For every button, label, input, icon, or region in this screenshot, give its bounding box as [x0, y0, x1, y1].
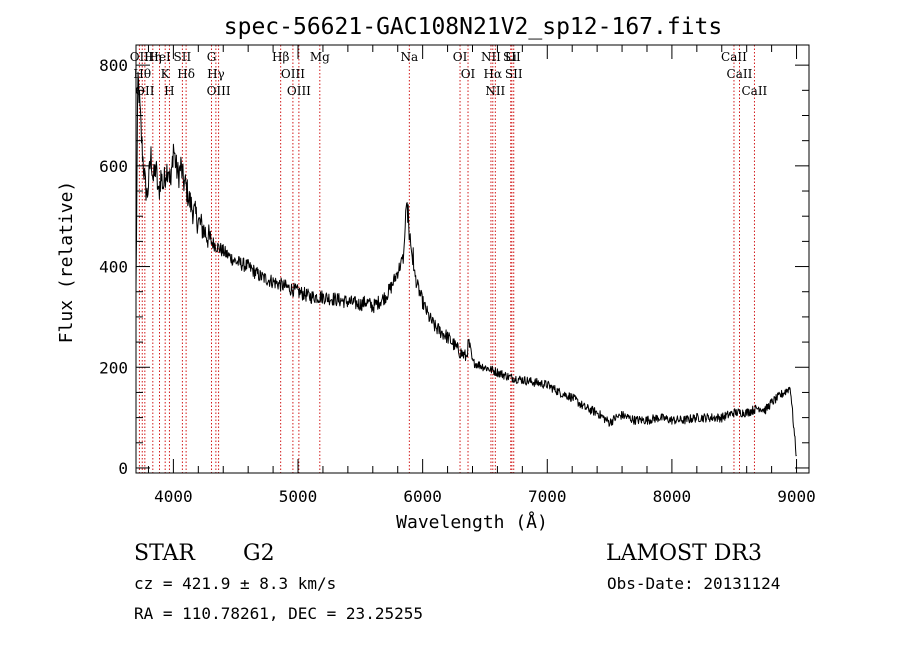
- marker-label-8: Hδ: [177, 67, 195, 81]
- object-subclass: G2: [243, 541, 275, 566]
- marker-label-25: CaII: [721, 50, 747, 64]
- y-tick-label-0: 0: [118, 459, 128, 478]
- redshift-cz: cz = 421.9 ± 8.3 km/s: [134, 574, 336, 593]
- y-tick-label-2: 400: [99, 258, 128, 277]
- marker-label-15: Mg: [310, 50, 330, 64]
- x-tick-labels: 4000 5000 6000 7000 8000 9000: [154, 487, 816, 506]
- survey-name: LAMOST DR3: [606, 541, 762, 566]
- marker-label-21: NII: [485, 84, 505, 98]
- marker-label-5: K: [161, 67, 171, 81]
- spectral-line-markers: [138, 45, 755, 473]
- marker-label-16: Na: [400, 50, 418, 64]
- marker-label-26: CaII: [727, 67, 753, 81]
- x-tick-label-0: 4000: [154, 487, 193, 506]
- marker-label-27: CaII: [741, 84, 767, 98]
- plot-frame: [135, 44, 810, 474]
- x-tick-label-3: 7000: [528, 487, 567, 506]
- marker-label-23: SII: [503, 50, 521, 64]
- marker-label-10: Hγ: [207, 67, 225, 81]
- y-tick-label-3: 600: [99, 157, 128, 176]
- object-class: STAR: [134, 541, 196, 566]
- y-tick-label-1: 200: [99, 358, 128, 377]
- marker-label-18: OI: [461, 67, 476, 81]
- x-tick-label-1: 5000: [279, 487, 318, 506]
- x-axis-label: Wavelength (Å): [396, 511, 548, 533]
- marker-label-17: OI: [453, 50, 468, 64]
- coordinates: RA = 110.78261, DEC = 23.25255: [134, 604, 423, 623]
- x-tick-label-5: 9000: [777, 487, 816, 506]
- marker-label-6: H: [164, 84, 174, 98]
- x-tick-label-2: 6000: [403, 487, 442, 506]
- y-tick-label-4: 800: [99, 56, 128, 75]
- marker-label-19: NII: [481, 50, 501, 64]
- marker-label-20: Hα: [484, 67, 503, 81]
- marker-label-7: SII: [174, 50, 192, 64]
- chart-title: spec-56621-GAC108N21V2_sp12-167.fits: [224, 14, 723, 40]
- marker-label-24: SII: [505, 67, 523, 81]
- spectrum-line: [135, 71, 797, 457]
- marker-label-9: G: [207, 50, 217, 64]
- marker-label-22: Li: [505, 50, 517, 64]
- y-tick-labels: 0 200 400 600 800: [99, 56, 128, 478]
- marker-label-12: Hβ: [272, 50, 289, 64]
- observation-date: Obs-Date: 20131124: [607, 574, 780, 593]
- marker-label-4: HeI: [148, 50, 171, 64]
- marker-label-14: OIII: [287, 84, 311, 98]
- marker-label-0: OII: [130, 50, 150, 64]
- axis-ticks: [136, 45, 809, 473]
- y-axis-label: Flux (relative): [56, 181, 77, 344]
- marker-label-11: OIII: [207, 84, 231, 98]
- marker-label-13: OIII: [281, 67, 305, 81]
- marker-label-3: Hη: [144, 50, 162, 64]
- x-tick-label-4: 8000: [653, 487, 692, 506]
